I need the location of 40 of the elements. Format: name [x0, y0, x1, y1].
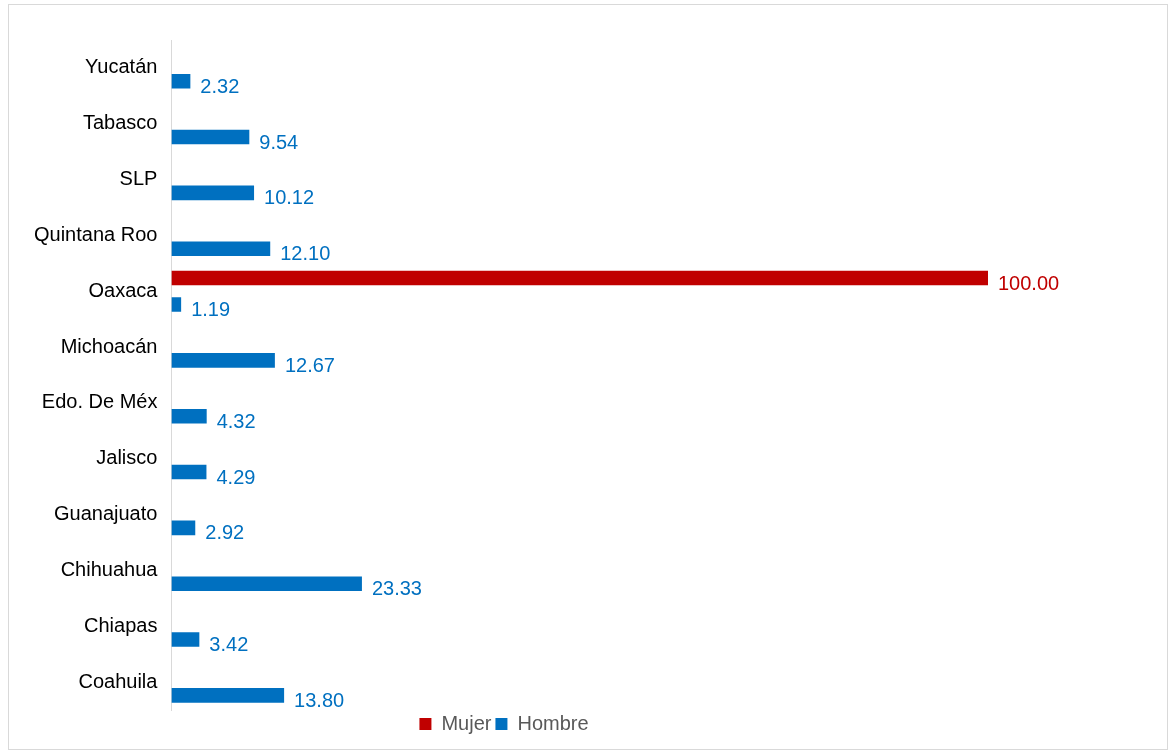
data-label: 10.12	[264, 186, 315, 209]
data-label: 12.10	[280, 242, 331, 265]
data-label: 2.32	[200, 74, 240, 97]
y-tick-label: SLP	[119, 167, 158, 190]
y-tick-label: Chihuahua	[60, 557, 159, 580]
y-tick-label: Michoacán	[60, 334, 158, 357]
bar	[171, 353, 275, 368]
data-label: 4.29	[216, 465, 256, 488]
bar	[171, 688, 285, 703]
bar	[171, 185, 255, 201]
bar	[171, 408, 207, 424]
y-tick-label: Tabasco	[82, 111, 158, 134]
bar	[171, 297, 182, 312]
y-tick-label: Yucatán	[85, 55, 158, 78]
y-tick-label: Edo. De Méx	[41, 390, 158, 413]
data-label: 13.80	[294, 688, 345, 711]
y-tick-label: Chiapas	[84, 613, 158, 636]
y-tick-label: Oaxaca	[88, 278, 159, 301]
data-label: 2.92	[205, 521, 245, 544]
data-label: 23.33	[371, 577, 422, 600]
bar	[171, 241, 271, 256]
bar	[171, 520, 196, 536]
data-label: 3.42	[209, 633, 249, 656]
data-label: 100.00	[998, 271, 1060, 294]
y-tick-label: Coahuila	[78, 669, 159, 692]
legend-label: Mujer	[441, 711, 492, 734]
bar	[171, 464, 207, 480]
y-tick-label: Quintana Roo	[34, 222, 158, 245]
legend-label: Hombre	[517, 711, 589, 734]
data-label: 12.67	[284, 353, 335, 376]
bar	[171, 632, 200, 647]
data-label: 4.32	[216, 409, 256, 432]
data-label: 9.54	[259, 130, 299, 153]
bar	[171, 129, 250, 145]
y-tick-label: Jalisco	[96, 446, 158, 469]
bar	[171, 576, 362, 591]
bar	[171, 270, 988, 286]
data-label: 1.19	[191, 298, 231, 321]
bar	[171, 73, 191, 89]
y-tick-label: Guanajuato	[54, 502, 158, 525]
